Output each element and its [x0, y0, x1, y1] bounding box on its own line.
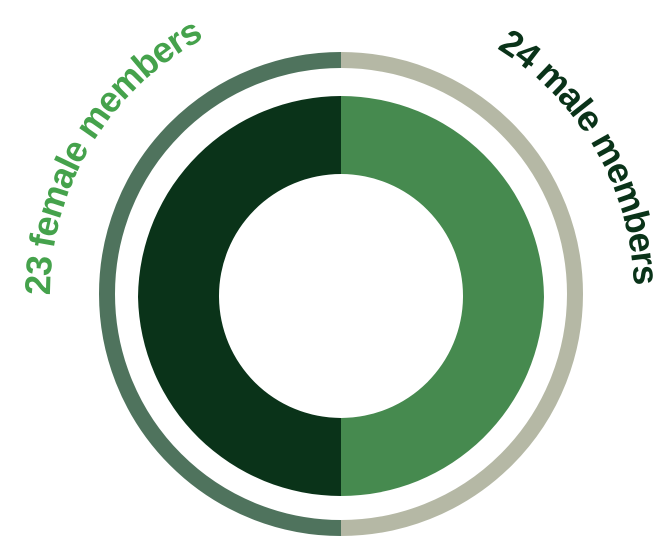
female-outer-arc — [99, 52, 342, 536]
inner-quadrant-top-left — [138, 96, 341, 297]
inner-quadrant-bottom-left — [138, 297, 341, 496]
inner-quadrant-top-right — [341, 96, 544, 297]
male-outer-arc — [340, 52, 583, 536]
inner-quadrant-bottom-right — [341, 297, 544, 496]
